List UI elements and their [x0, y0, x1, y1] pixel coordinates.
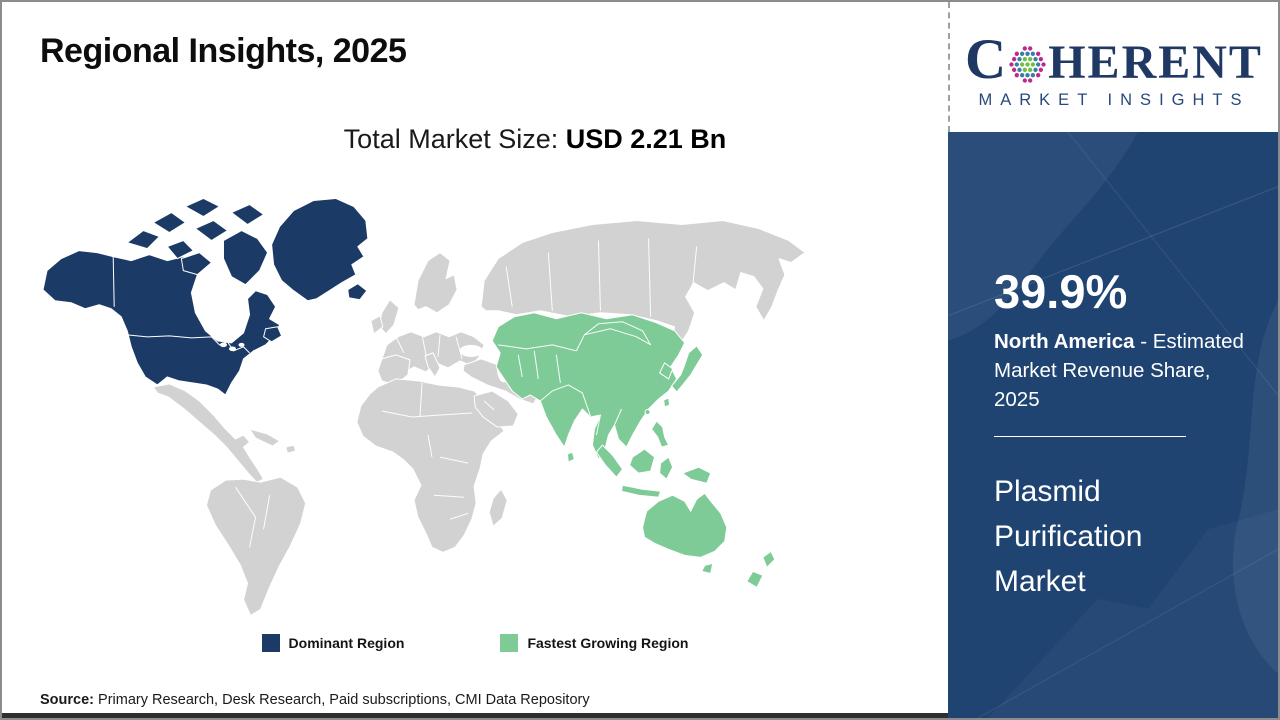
source-label: Source: [40, 692, 94, 708]
source-text: Primary Research, Desk Research, Paid su… [94, 692, 590, 708]
main-content: Regional Insights, 2025 Total Market Siz… [2, 2, 948, 718]
dominant-region-swatch [261, 634, 280, 652]
dominant-region-label: Dominant Region [288, 635, 405, 651]
logo-letter-c: C [965, 27, 1007, 91]
right-column: C HERENT MARKET INSIGHTS 39.9% North Ame… [948, 2, 1278, 718]
logo-area: C HERENT MARKET INSIGHTS [948, 2, 1278, 132]
map-legend: Dominant Region Fastest Growing Region [2, 634, 948, 652]
sidebar-divider [994, 436, 1186, 438]
slide-bottom-border [2, 713, 1278, 718]
region-north-america-dominant [42, 197, 369, 396]
revenue-share-description: North America - Estimated Market Revenue… [994, 327, 1256, 414]
page-title: Regional Insights, 2025 [40, 32, 407, 70]
revenue-share-value: 39.9% [994, 265, 1128, 318]
logo-tagline: MARKET INSIGHTS [978, 90, 1250, 109]
sidebar-map-watermark [948, 132, 1278, 718]
dotted-globe-icon [1009, 45, 1046, 83]
fastest-growing-region-swatch [500, 634, 519, 652]
legend-item-fastest-growing: Fastest Growing Region [500, 634, 688, 652]
sidebar-panel: 39.9% North America - Estimated Market R… [948, 132, 1278, 718]
region-asia-pacific-fastest-growing [491, 312, 776, 588]
market-name: Plasmid Purification Market [994, 475, 1143, 599]
source-note: Source: Primary Research, Desk Research,… [40, 692, 590, 708]
revenue-share-region: North America [994, 330, 1135, 353]
world-choropleth-map [42, 197, 806, 617]
total-market-size-label: Total Market Size: [343, 124, 566, 154]
landmass-russia-europe-africa [356, 220, 806, 553]
total-market-size: Total Market Size: USD 2.21 Bn [122, 124, 948, 155]
country-border-lines [235, 238, 698, 548]
total-market-size-value: USD 2.21 Bn [565, 124, 727, 154]
landmass-latin-america [152, 383, 307, 617]
fastest-growing-region-label: Fastest Growing Region [527, 635, 689, 651]
legend-item-dominant: Dominant Region [261, 634, 405, 652]
revenue-share-caption: - Estimated Market Revenue Share, 2025 [994, 330, 1244, 412]
brand-logo: C HERENT [965, 31, 1263, 88]
logo-word-rest: HERENT [1048, 35, 1263, 89]
